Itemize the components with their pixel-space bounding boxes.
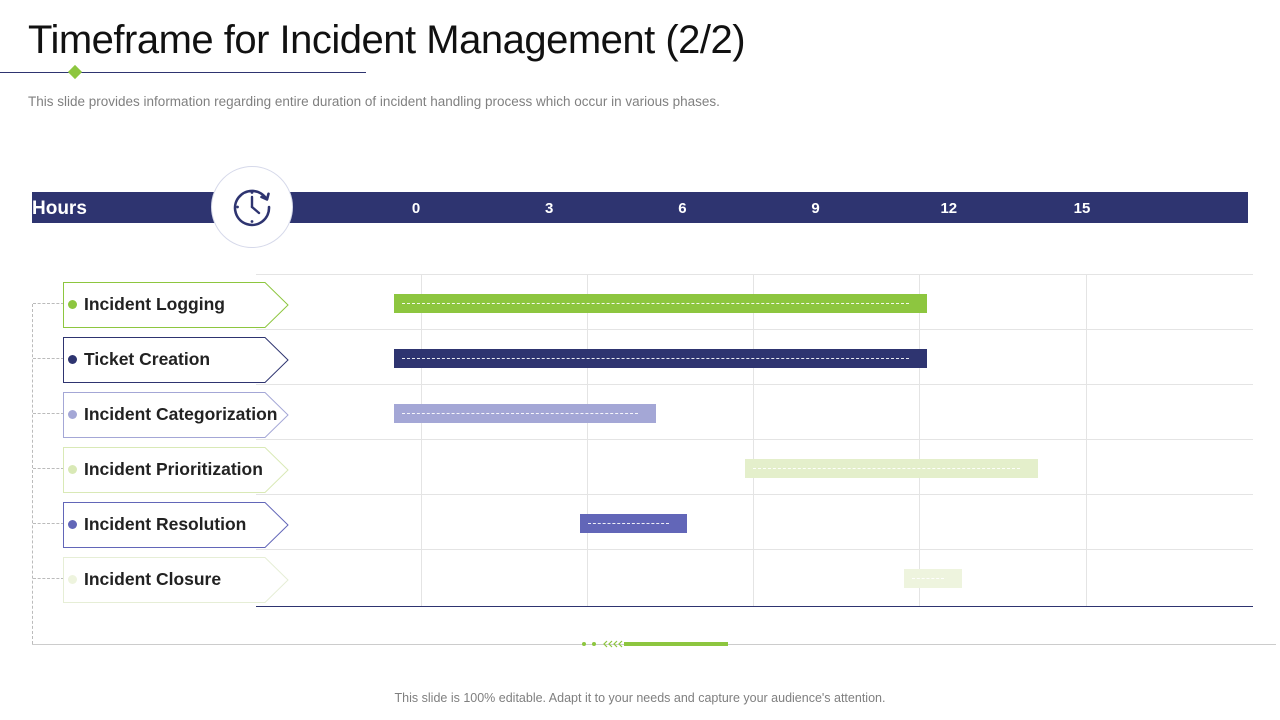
hours-axis-label: Hours [32, 198, 87, 219]
task-connector-incident-prioritization [33, 468, 64, 469]
grid-column-line [1086, 274, 1087, 606]
task-connector-incident-logging [33, 303, 64, 304]
tick-label-3: 3 [545, 200, 554, 217]
tick-label-15: 15 [1073, 200, 1091, 217]
gantt-bar-ticket-creation [393, 348, 927, 368]
task-dot [68, 465, 77, 474]
task-connector-incident-closure [33, 578, 64, 579]
task-label: Incident Categorization [84, 404, 278, 424]
grid-column-line [587, 274, 588, 606]
task-dot [68, 300, 77, 309]
task-label: Incident Logging [84, 294, 225, 314]
gantt-bar-incident-prioritization [744, 458, 1038, 478]
task-label: Ticket Creation [84, 349, 211, 369]
task-tag-shape [63, 337, 289, 383]
tick-label-0: 0 [411, 200, 421, 217]
gantt-bar-incident-resolution [580, 513, 687, 533]
task-label: Incident Closure [84, 569, 222, 589]
task-tag-incident-categorization: Incident Categorization [63, 392, 289, 438]
task-dot [68, 520, 77, 529]
gantt-bar-incident-logging [393, 293, 927, 313]
slide-footer-note: This slide is 100% editable. Adapt it to… [394, 691, 886, 705]
task-dot [68, 575, 77, 584]
gantt-bar-incident-closure [904, 568, 963, 588]
task-connector-line [32, 304, 33, 644]
task-tag-incident-logging: Incident Logging [63, 282, 289, 328]
gantt-bar-dash [588, 522, 669, 524]
grid-row-line [256, 274, 1253, 275]
slide-title: Timeframe for Incident Management (2/2) [28, 18, 746, 62]
clock-icon [233, 189, 271, 227]
grid-row-line [256, 329, 1253, 330]
gantt-bar-dash [401, 412, 638, 414]
tick-label-9: 9 [811, 200, 820, 217]
task-connector-incident-resolution [33, 523, 64, 524]
grid-row-line [256, 549, 1253, 550]
grid-row-line [256, 384, 1253, 385]
title-underline [0, 72, 366, 73]
grid-column-line [919, 274, 920, 606]
chart-baseline [256, 606, 1253, 607]
gantt-bar-dash [401, 357, 909, 359]
decorative-progress-ornament [582, 640, 728, 648]
tick-label-6: 6 [678, 200, 687, 217]
gantt-bar-dash [752, 467, 1020, 469]
task-connector-incident-categorization [33, 413, 64, 414]
task-tag-shape [63, 502, 289, 548]
task-connector-ticket-creation [33, 358, 64, 359]
grid-column-line [421, 274, 422, 606]
tick-label-12: 12 [940, 200, 958, 217]
clock-badge [211, 166, 293, 248]
task-tag-shape [63, 557, 289, 603]
gantt-bar-dash [912, 577, 945, 579]
task-tag-shape [63, 392, 289, 438]
task-tag-shape [63, 282, 289, 328]
task-dot [68, 355, 77, 364]
slide-subtitle: This slide provides information regardin… [28, 94, 720, 109]
task-label: Incident Prioritization [84, 459, 263, 479]
task-label: Incident Resolution [84, 514, 247, 534]
task-tag-shape [63, 447, 289, 493]
task-tag-incident-prioritization: Incident Prioritization [63, 447, 289, 493]
gantt-bar-incident-categorization [393, 403, 656, 423]
task-tag-incident-resolution: Incident Resolution [63, 502, 289, 548]
gantt-bar-dash [401, 302, 909, 304]
grid-column-line [753, 274, 754, 606]
task-tag-ticket-creation: Ticket Creation [63, 337, 289, 383]
grid-row-line [256, 439, 1253, 440]
grid-row-line [256, 494, 1253, 495]
title-diamond-marker [67, 64, 83, 80]
task-dot [68, 410, 77, 419]
task-tag-incident-closure: Incident Closure [63, 557, 289, 603]
